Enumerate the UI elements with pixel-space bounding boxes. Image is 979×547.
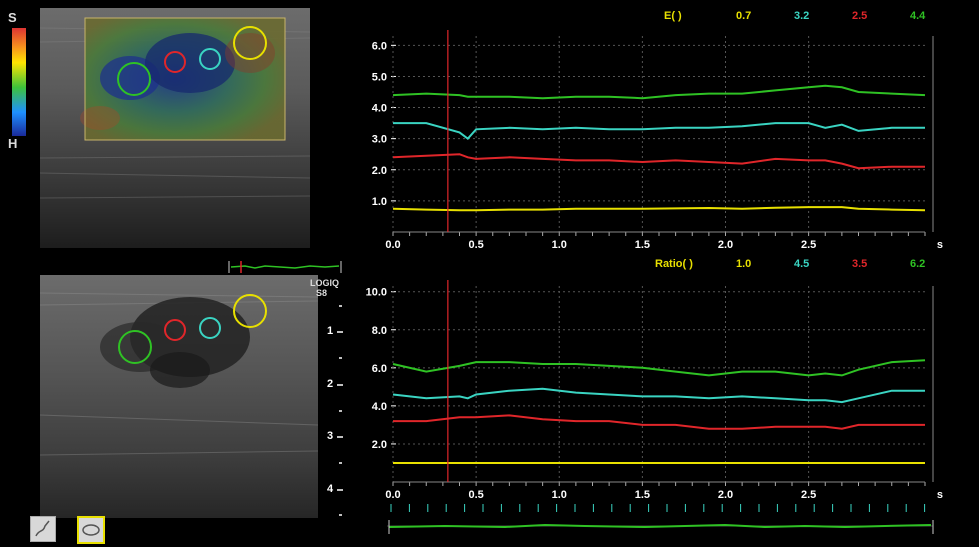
bmode-image-panel[interactable] bbox=[40, 275, 318, 518]
series-line-3 bbox=[392, 359, 926, 377]
series-line-1 bbox=[392, 387, 925, 404]
roi-circle-cyan[interactable] bbox=[199, 317, 221, 339]
ellipse-roi-tool-icon[interactable] bbox=[77, 516, 105, 544]
y-tick-label: 2.0 bbox=[372, 439, 387, 451]
bottom-timeline[interactable] bbox=[385, 500, 945, 536]
roi-circle-yellow[interactable] bbox=[233, 294, 267, 328]
colorbar-bottom-label: H bbox=[8, 136, 18, 151]
x-tick-label: 2.0 bbox=[718, 489, 733, 501]
chart1-legend-green: 4.4 bbox=[910, 10, 926, 22]
chart2-legend-cyan: 4.5 bbox=[794, 258, 810, 270]
x-tick-label: 2.5 bbox=[801, 489, 816, 501]
y-tick-label: 10.0 bbox=[366, 287, 387, 299]
roi-circle-cyan[interactable] bbox=[199, 48, 221, 70]
y-tick-label: 5.0 bbox=[372, 71, 387, 83]
depth-scale: 1 2 3 4 bbox=[327, 305, 343, 516]
chart1-legend-yellow: 0.7 bbox=[736, 10, 752, 22]
y-tick-label: 6.0 bbox=[372, 363, 387, 375]
x-tick-label: 0.0 bbox=[385, 489, 400, 501]
logiq-label: LOGIQ bbox=[310, 278, 339, 288]
series-line-3 bbox=[392, 84, 926, 100]
chart1-title: E( ) bbox=[664, 10, 682, 22]
top-roi-overlay bbox=[117, 26, 267, 96]
series-line-1 bbox=[393, 122, 925, 141]
y-tick-label: 4.0 bbox=[372, 103, 387, 115]
y-tick-label: 3.0 bbox=[372, 134, 387, 146]
y-tick-label: 2.0 bbox=[372, 165, 387, 177]
chart1-legend-cyan: 3.2 bbox=[794, 10, 810, 22]
y-tick-label: 4.0 bbox=[372, 401, 387, 413]
mini-timeline[interactable] bbox=[225, 258, 345, 276]
roi-circle-red[interactable] bbox=[164, 319, 186, 341]
trace-tool-icon[interactable] bbox=[30, 516, 56, 542]
roi-circle-green[interactable] bbox=[118, 330, 152, 364]
roi-circle-green[interactable] bbox=[117, 62, 151, 96]
elasticity-chart[interactable]: 1.0 2.0 3.0 4.0 5.0 6.0 0.0 0.5 1.0 1.5 2.0 2.5 s bbox=[355, 22, 955, 254]
colorbar-top-label: S bbox=[8, 10, 17, 25]
series-line-0 bbox=[392, 206, 926, 212]
x-tick-label: 0.5 bbox=[468, 489, 483, 501]
chart2-legend-red: 3.5 bbox=[852, 258, 868, 270]
model-label: S8 bbox=[316, 288, 328, 298]
elasticity-colorbar bbox=[12, 28, 26, 136]
y-tick-label: 1.0 bbox=[372, 196, 387, 208]
x-tick-label: 1.5 bbox=[635, 239, 650, 251]
y-tick-label: 8.0 bbox=[372, 325, 387, 337]
bmode-image bbox=[40, 275, 318, 518]
x-tick-label: 2.0 bbox=[718, 239, 733, 251]
x-tick-label: 0.5 bbox=[468, 239, 483, 251]
chart2-legend-green: 6.2 bbox=[910, 258, 926, 270]
ratio-chart[interactable]: 2.0 4.0 6.0 8.0 10.0 0.0 0.5 1.0 1.5 2.0 2.5 s bbox=[355, 272, 955, 504]
x-unit-label: s bbox=[937, 239, 943, 251]
x-tick-label: 0.0 bbox=[385, 239, 400, 251]
bottom-roi-overlay bbox=[118, 294, 267, 364]
x-tick-label: 1.0 bbox=[552, 489, 567, 501]
x-tick-label: 1.0 bbox=[552, 239, 567, 251]
chart2-legend-yellow: 1.0 bbox=[736, 258, 752, 270]
x-tick-label: 2.5 bbox=[801, 239, 816, 251]
roi-circle-red[interactable] bbox=[164, 51, 186, 73]
series-line-2 bbox=[392, 153, 925, 170]
roi-circle-yellow[interactable] bbox=[233, 26, 267, 60]
x-tick-label: 1.5 bbox=[635, 489, 650, 501]
series-line-2 bbox=[393, 414, 925, 430]
chart2-title: Ratio( ) bbox=[655, 258, 693, 270]
chart1-legend-red: 2.5 bbox=[852, 10, 868, 22]
x-unit-label: s bbox=[937, 489, 943, 501]
y-tick-label: 6.0 bbox=[372, 40, 387, 52]
